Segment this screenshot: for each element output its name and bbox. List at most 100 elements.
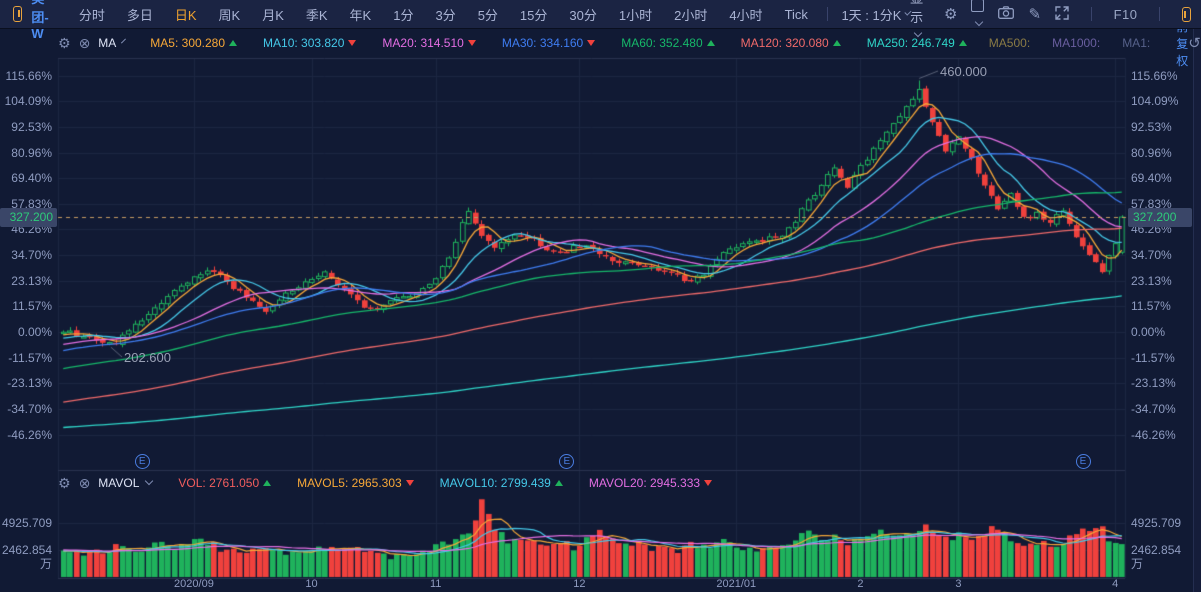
arrow-down-icon	[467, 40, 476, 46]
tab-月K[interactable]: 月K	[262, 7, 284, 23]
tab-1小时[interactable]: 1小时	[618, 7, 653, 23]
tab-2小时[interactable]: 2小时	[674, 7, 708, 23]
tab-年K[interactable]: 年K	[349, 7, 372, 23]
toolbar-right-group: 显示 ⚙ ✎ F10	[910, 0, 1201, 41]
top-toolbar: 美团-W 分时 多日 日K 周K 月K 季K 年K 1分 3分 5分 15分 30分 1小时 2小时 4小时…	[0, 0, 1201, 41]
undo-icon[interactable]: ↺	[1188, 35, 1201, 52]
earnings-marker[interactable]: E	[1075, 454, 1091, 469]
expand-icon[interactable]	[1055, 5, 1069, 23]
arrow-down-icon	[348, 40, 357, 46]
tab-5分[interactable]: 5分	[477, 7, 498, 23]
x-axis-date-10: 10	[305, 578, 318, 590]
indicator-settings-icon[interactable]: ⚙	[58, 475, 71, 491]
arrow-down-icon	[587, 40, 596, 46]
layout-dropdown[interactable]	[971, 0, 985, 30]
volume-indicator-row: ⚙ ⊗ MAVOL VOL: 2761.050 MAVOL5: 2965.303 M…	[58, 471, 1118, 495]
current-price-label-left: 327.200	[0, 207, 57, 227]
tab-多日[interactable]: 多日	[126, 7, 153, 23]
tab-季K[interactable]: 季K	[305, 7, 328, 23]
arrow-up-icon	[958, 40, 967, 46]
arrow-up-icon	[554, 480, 563, 486]
indicator-close-icon[interactable]: ⊗	[78, 475, 91, 491]
x-axis-date-2: 2	[857, 578, 864, 590]
toolbar-separator	[1159, 7, 1160, 21]
chevron-down-icon	[975, 17, 984, 26]
y-axis-tick-right: -34.70%	[1131, 401, 1176, 416]
vol-axis-tick-right: 4925.709	[1131, 516, 1182, 530]
x-axis-date-3: 3	[955, 578, 962, 590]
x-axis-date-4: 4	[1112, 578, 1119, 590]
indicator-settings-icon[interactable]: ⚙	[58, 35, 71, 51]
x-axis-date-11: 11	[429, 578, 442, 590]
indicator-ma250: MA250: 246.749	[867, 36, 967, 50]
earnings-marker[interactable]: E	[559, 454, 575, 469]
tab-Tick[interactable]: Tick	[784, 6, 808, 22]
indicator-ma1: MA1:	[1122, 36, 1151, 50]
arrow-down-icon	[405, 480, 414, 486]
indicator-ma1000: MA1000:	[1052, 36, 1101, 50]
arrow-up-icon	[263, 480, 272, 486]
x-axis-date-12: 12	[573, 578, 586, 590]
y-axis-tick-left: 57.83%	[11, 196, 52, 211]
y-axis-tick-right: 92.53%	[1131, 119, 1172, 134]
current-price-label-right: 327.200	[1128, 207, 1192, 227]
indicator-close-icon[interactable]: ⊗	[78, 35, 91, 51]
low-price-annotation: 202.600	[124, 350, 171, 365]
symbol-name[interactable]: 美团-W	[31, 0, 49, 41]
tab-4小时[interactable]: 4小时	[729, 7, 763, 23]
pencil-icon[interactable]: ✎	[1028, 5, 1042, 23]
panel-toggle-icon[interactable]	[1182, 6, 1191, 22]
indicator-ma60: MA60: 352.480	[621, 36, 715, 50]
tab-分时[interactable]: 分时	[78, 7, 105, 23]
high-price-annotation: 460.000	[940, 64, 987, 79]
y-axis-tick-right: 104.09%	[1131, 94, 1179, 109]
f10-button[interactable]: F10	[1113, 6, 1138, 22]
period-tabs: 分时 多日 日K 周K 月K 季K 年K 1分 3分 5分 15分 30分 1小时 2小时 4小时 Tick	[68, 5, 819, 24]
indicator-mavol10: MAVOL10: 2799.439	[440, 476, 563, 490]
y-axis-tick-left: -23.13%	[7, 376, 52, 391]
indicator-mavol20: MAVOL20: 2945.333	[589, 476, 713, 490]
settings-gear-icon[interactable]: ⚙	[944, 5, 958, 23]
mavol-values: VOL: 2761.050 MAVOL5: 2965.303 MAVOL10: 27…	[152, 476, 713, 490]
tab-15分[interactable]: 15分	[519, 7, 548, 23]
tab-周K[interactable]: 周K	[218, 7, 241, 23]
indicator-ma10: MA10: 303.820	[263, 36, 357, 50]
ma-dropdown[interactable]: MA	[98, 36, 117, 50]
y-axis-tick-right: 11.57%	[1131, 299, 1171, 314]
camera-icon[interactable]	[998, 6, 1015, 22]
y-axis-tick-right: 57.83%	[1131, 196, 1172, 211]
tab-1分[interactable]: 1分	[393, 7, 414, 23]
vol-axis-tick-left: 2462.854	[1, 543, 52, 557]
ma-values: MA5: 300.280 MA10: 303.820 MA20: 314.510 MA…	[124, 36, 1150, 50]
indicator-ma20: MA20: 314.510	[382, 36, 476, 50]
earnings-marker[interactable]: E	[134, 454, 150, 469]
x-axis-date-2020/09: 2020/09	[174, 578, 214, 590]
tab-日K[interactable]: 日K	[174, 7, 197, 23]
indicator-ma30: MA30: 334.160	[502, 36, 596, 50]
y-axis-tick-right: -11.57%	[1131, 350, 1175, 365]
tab-3分[interactable]: 3分	[435, 7, 456, 23]
toolbar-separator	[1091, 7, 1092, 21]
y-axis-tick-left: 80.96%	[11, 145, 52, 160]
y-axis-tick-left: -46.26%	[7, 427, 52, 442]
y-axis-tick-right: -46.26%	[1131, 427, 1176, 442]
vol-axis-tick-right: 2462.854	[1131, 543, 1182, 557]
y-axis-tick-right: 23.13%	[1131, 273, 1172, 288]
window-icon[interactable]	[13, 6, 23, 22]
arrow-down-icon	[704, 480, 713, 486]
y-axis-tick-right: 69.40%	[1131, 171, 1172, 186]
arrow-up-icon	[229, 40, 238, 46]
vol-unit-left: 万	[39, 557, 52, 571]
period-selector[interactable]: 1天 : 1分K	[841, 7, 902, 23]
indicator-ma120: MA120: 320.080	[741, 36, 841, 50]
arrow-up-icon	[832, 40, 841, 46]
indicator-mavol5: MAVOL5: 2965.303	[297, 476, 414, 490]
tab-30分[interactable]: 30分	[569, 7, 597, 23]
y-axis-tick-right: 0.00%	[1131, 325, 1166, 339]
y-axis-tick-right: 34.70%	[1131, 248, 1172, 263]
chevron-down-icon	[913, 28, 923, 37]
display-dropdown[interactable]: 显示	[910, 0, 930, 41]
y-axis-tick-left: 104.09%	[4, 94, 52, 109]
mavol-dropdown[interactable]: MAVOL	[98, 476, 140, 490]
